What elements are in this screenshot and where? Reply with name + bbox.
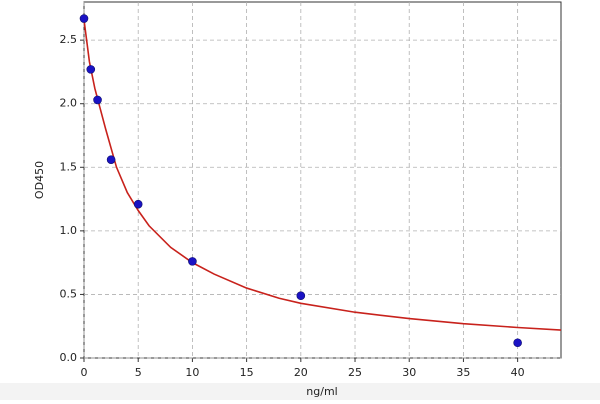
fit-curve bbox=[83, 19, 562, 331]
x-tick-label: 30 bbox=[402, 366, 416, 379]
x-axis-title: ng/ml bbox=[306, 385, 337, 398]
data-point bbox=[79, 14, 89, 23]
y-tick-label: 0.5 bbox=[60, 287, 78, 300]
data-point bbox=[296, 291, 306, 301]
data-point bbox=[106, 155, 116, 164]
x-tick-label: 35 bbox=[456, 366, 470, 379]
data-point bbox=[93, 95, 102, 105]
y-tick-label: 1.5 bbox=[60, 160, 78, 173]
y-axis-title: OD450 bbox=[33, 161, 46, 199]
x-tick-label: 20 bbox=[294, 366, 308, 379]
data-point bbox=[86, 65, 96, 74]
x-tick-label: 10 bbox=[185, 366, 199, 379]
x-tick-label: 25 bbox=[348, 366, 362, 379]
x-tick-label: 15 bbox=[240, 366, 254, 379]
data-point bbox=[513, 338, 522, 348]
y-tick-label: 1.0 bbox=[60, 224, 78, 237]
data-point bbox=[133, 199, 143, 209]
x-tick-label: 40 bbox=[511, 366, 525, 379]
x-tick-label: 5 bbox=[135, 366, 142, 379]
background-strip bbox=[0, 383, 600, 400]
y-tick-label: 2.5 bbox=[60, 33, 78, 46]
data-point bbox=[188, 257, 197, 266]
plot-area bbox=[83, 1, 562, 359]
y-tick-label: 0.0 bbox=[60, 351, 78, 364]
x-tick-label: 0 bbox=[81, 366, 88, 379]
y-tick-label: 2.0 bbox=[60, 97, 78, 110]
